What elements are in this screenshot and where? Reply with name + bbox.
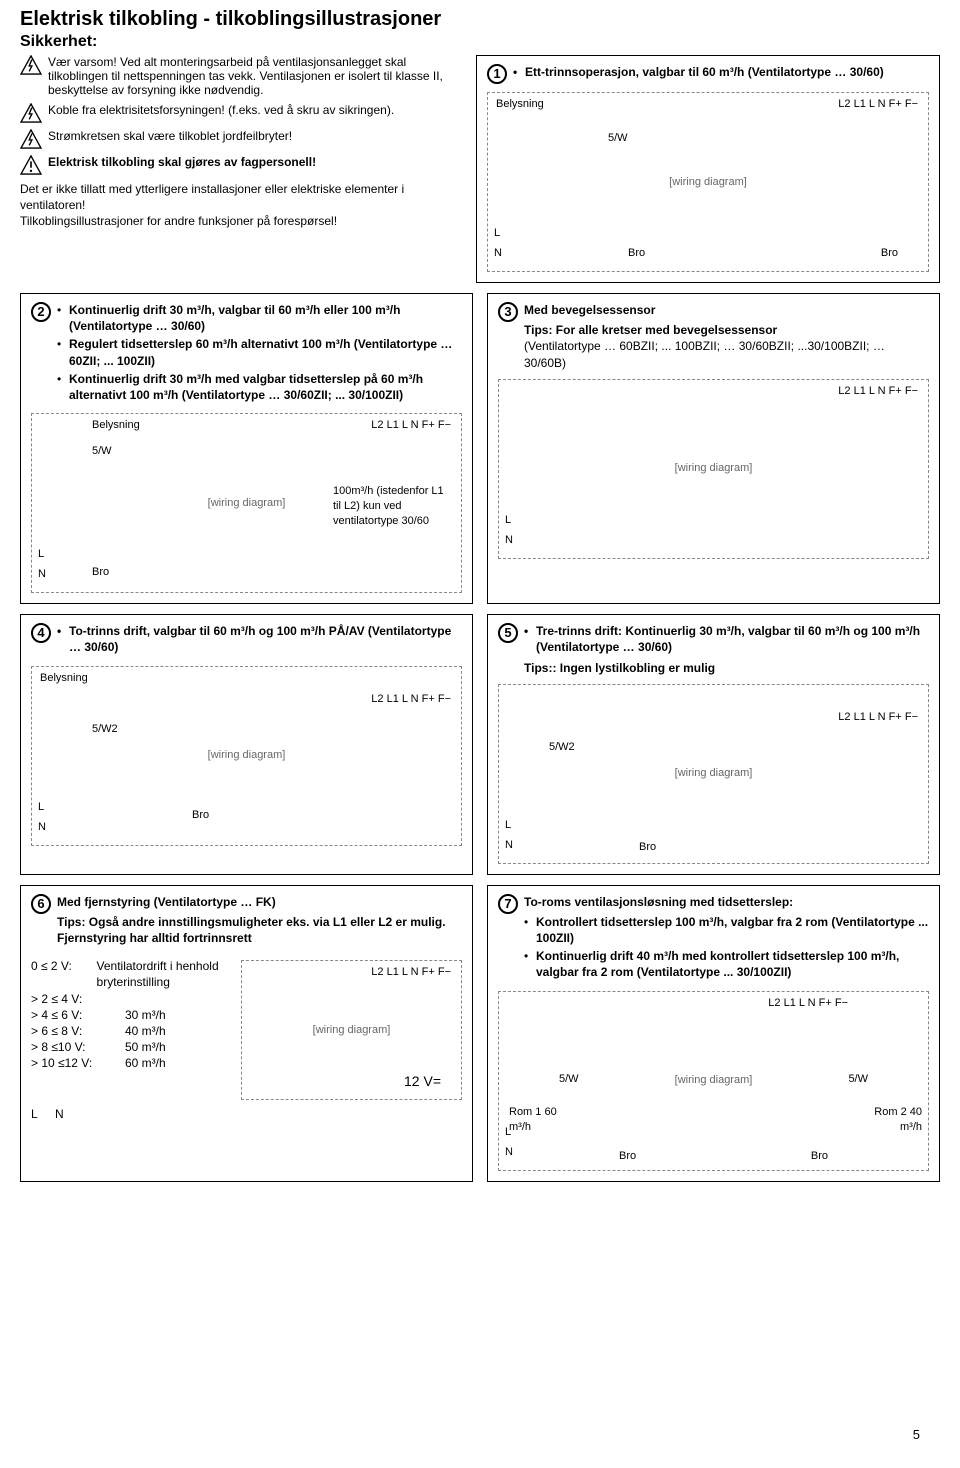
label-N: N — [55, 1107, 64, 1121]
safety-text: Koble fra elektrisitetsforsyningen! (f.e… — [48, 103, 394, 117]
label-L: L — [38, 547, 44, 562]
wiring-diagram: [wiring diagram] 5/W2 L2 L1 L N F+ F− Br… — [498, 684, 929, 864]
box2-bullet: Kontinuerlig drift 30 m³/h, valgbar til … — [57, 302, 462, 334]
box6-tips: Tips: Også andre innstillingsmuligheter … — [57, 914, 462, 946]
box2-bullet: Regulert tidsetterslep 60 m³/h alternati… — [57, 336, 462, 368]
wiring-diagram: [wiring diagram] L2 L1 L N F+ F− 5/W 5/W… — [498, 991, 929, 1171]
label-belysning: Belysning — [92, 418, 140, 433]
label-terminal: L2 L1 L N F+ F− — [371, 965, 451, 980]
label-bro: Bro — [881, 246, 898, 261]
box-number: 2 — [31, 302, 51, 322]
box-number: 6 — [31, 894, 51, 914]
box3-heading: Med bevegelsessensor — [524, 302, 929, 318]
label-L: L — [505, 1125, 511, 1140]
label-sw: 5/W — [92, 444, 112, 459]
label-terminal: L2 L1 L N F+ F− — [371, 418, 451, 433]
wiring-diagram: [wiring diagram] L2 L1 L N F+ F− 12 V= — [241, 960, 462, 1100]
box2-bullet: Kontinuerlig drift 30 m³/h med valgbar t… — [57, 371, 462, 403]
label-sw: 5/W — [848, 1072, 868, 1087]
warning-bolt-icon — [20, 55, 42, 75]
box5-bullet: Tre-trinns drift: Kontinuerlig 30 m³/h, … — [524, 623, 929, 655]
box-number: 3 — [498, 302, 518, 322]
label-rom1: Rom 1 60 m³/h — [509, 1105, 569, 1135]
label-bro: Bro — [628, 246, 645, 261]
label-L: L — [38, 800, 44, 815]
box5-tips: Tips:: Ingen lystilkobling er mulig — [524, 660, 929, 676]
label-belysning: Belysning — [40, 671, 88, 686]
label-N: N — [505, 838, 513, 853]
box1-bullet: Ett-trinnsoperasjon, valgbar til 60 m³/h… — [513, 64, 929, 80]
label-N: N — [505, 533, 513, 548]
diagram-box-5: 5 Tre-trinns drift: Kontinuerlig 30 m³/h… — [487, 614, 940, 875]
diagram-box-2: 2 Kontinuerlig drift 30 m³/h, valgbar ti… — [20, 293, 473, 604]
box-number: 7 — [498, 894, 518, 914]
page-number: 5 — [913, 1427, 920, 1442]
diagram-box-3: 3 Med bevegelsessensor Tips: For alle kr… — [487, 293, 940, 604]
box3-tips-body: (Ventilatortype … 60BZII; ... 100BZII; …… — [524, 338, 929, 370]
label-N: N — [38, 820, 46, 835]
label-N: N — [38, 567, 46, 582]
warning-bolt-icon — [20, 103, 42, 123]
box-number: 5 — [498, 623, 518, 643]
label-L: L — [505, 818, 511, 833]
label-terminal: L2 L1 L N F+ F− — [838, 384, 918, 399]
diagram-box-1: 1 Ett-trinnsoperasjon, valgbar til 60 m³… — [476, 55, 940, 283]
warning-bolt-icon — [20, 129, 42, 149]
warning-exclaim-icon — [20, 155, 42, 175]
label-sw: 5/W — [559, 1072, 579, 1087]
box7-heading: To-roms ventilasjonsløsning med tidsette… — [524, 894, 929, 910]
label-12v: 12 V= — [404, 1072, 441, 1091]
label-N: N — [505, 1145, 513, 1160]
diagram-box-6: 6 Med fjernstyring (Ventilatortype … FK)… — [20, 885, 473, 1182]
page-title: Elektrisk tilkobling - tilkoblingsillust… — [20, 8, 940, 31]
label-L: L — [494, 226, 500, 241]
label-terminal: L2 L1 L N F+ F− — [838, 97, 918, 112]
safety-note: Det er ikke tillatt med ytterligere inst… — [20, 181, 462, 230]
label-sw: 5/W — [608, 131, 628, 146]
safety-text: Strømkretsen skal være tilkoblet jordfei… — [48, 129, 292, 143]
label-sw: 5/W2 — [92, 722, 118, 737]
safety-text: Elektrisk tilkobling skal gjøres av fagp… — [48, 155, 316, 169]
box7-bullet: Kontrollert tidsetterslep 100 m³/h, valg… — [524, 914, 929, 946]
label-terminal: L2 L1 L N F+ F− — [838, 710, 918, 725]
label-L: L — [505, 513, 511, 528]
label-bro: Bro — [619, 1149, 636, 1164]
box-number: 4 — [31, 623, 51, 643]
diagram-box-4: 4 To-trinns drift, valgbar til 60 m³/h o… — [20, 614, 473, 875]
label-terminal: L2 L1 L N F+ F− — [768, 996, 848, 1011]
label-bro: Bro — [192, 808, 209, 823]
wiring-diagram: [wiring diagram] Belysning 5/W L2 L1 L N… — [487, 92, 929, 272]
box-number: 1 — [487, 64, 507, 84]
safety-text: Vær varsom! Ved alt monteringsarbeid på … — [48, 55, 462, 97]
box7-bullet: Kontinuerlig drift 40 m³/h med kontrolle… — [524, 948, 929, 980]
label-bro: Bro — [811, 1149, 828, 1164]
label-bro: Bro — [92, 565, 109, 580]
wiring-diagram: [wiring diagram] Belysning 5/W2 L2 L1 L … — [31, 666, 462, 846]
box6-heading: Med fjernstyring (Ventilatortype … FK) — [57, 894, 462, 910]
label-N: N — [494, 246, 502, 261]
box3-tips-lead: Tips: For alle kretser med bevegelsessen… — [524, 323, 777, 337]
label-bro: Bro — [639, 840, 656, 855]
label-sw: 5/W2 — [549, 740, 575, 755]
box4-bullet: To-trinns drift, valgbar til 60 m³/h og … — [57, 623, 462, 655]
voltage-table: 0 ≤ 2 V:Ventilatordrift i henhold bryter… — [31, 958, 231, 1100]
label-belysning: Belysning — [496, 97, 544, 112]
wiring-diagram: [wiring diagram] L2 L1 L N F+ F− L N — [498, 379, 929, 559]
diagram-box-7: 7 To-roms ventilasjonsløsning med tidset… — [487, 885, 940, 1182]
label-rom2: Rom 2 40 m³/h — [862, 1105, 922, 1135]
safety-heading: Sikkerhet: — [20, 33, 940, 51]
label-note: 100m³/h (istedenfor L1 til L2) kun ved v… — [333, 484, 453, 529]
label-L: L — [31, 1107, 38, 1121]
wiring-diagram: [wiring diagram] Belysning 5/W L2 L1 L N… — [31, 413, 462, 593]
label-terminal: L2 L1 L N F+ F− — [371, 692, 451, 707]
